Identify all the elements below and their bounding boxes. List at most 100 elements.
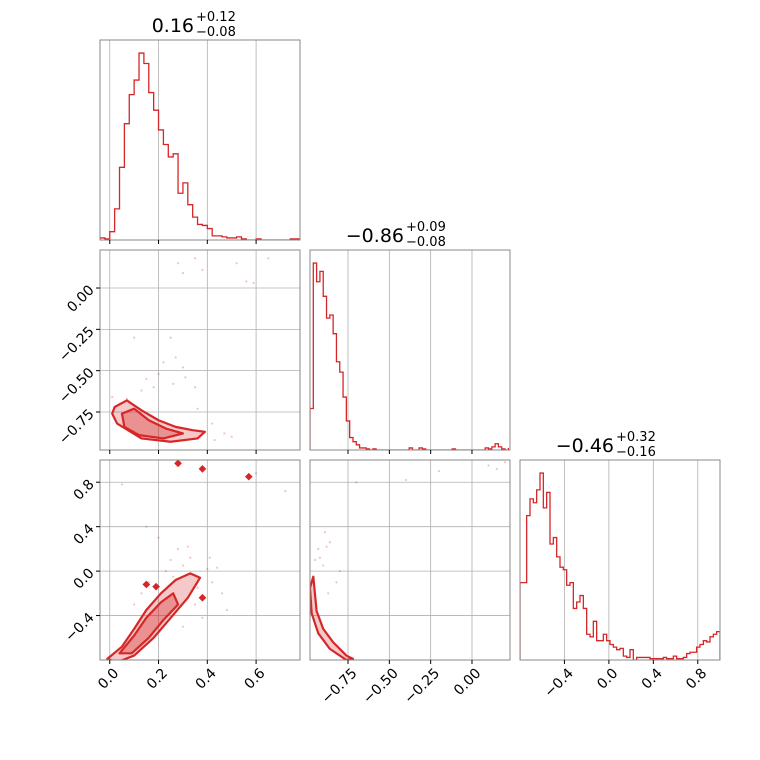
sample-point [181, 625, 185, 628]
contour-island [174, 460, 182, 468]
sample-point [196, 586, 199, 589]
sample-point [194, 257, 197, 260]
sample-point [322, 564, 325, 567]
axes-frame [99, 249, 301, 451]
histogram-title-0: 0.16 +0.12−0.08 [152, 10, 236, 40]
x-tick-label: −0.75 [319, 665, 361, 707]
sample-point [338, 570, 341, 573]
title-plus: +0.09 [406, 220, 446, 235]
x-tick-label: 0.4 [193, 665, 220, 692]
contour-island [244, 472, 253, 481]
sample-point [211, 422, 214, 425]
sample-point [140, 592, 143, 595]
axes-frame [309, 459, 511, 661]
panel-1-0 [100, 250, 300, 450]
x-tick-label: 0.0 [594, 665, 621, 692]
sample-point [169, 558, 172, 562]
sample-point [189, 556, 192, 559]
sample-point [220, 592, 224, 595]
title-median: −0.86 [346, 225, 404, 247]
sample-point [230, 435, 233, 438]
contour-island [198, 593, 207, 602]
sample-point [252, 281, 255, 285]
contour-island [142, 580, 151, 589]
y-tick-label: 0.4 [71, 521, 98, 548]
sample-point [174, 356, 177, 359]
sample-point [223, 432, 226, 435]
x-tick-label: −0.4 [542, 665, 577, 700]
sample-point [254, 472, 258, 475]
panel-2-1 [310, 460, 510, 660]
sample-point [208, 556, 211, 559]
sample-point [355, 481, 358, 484]
title-median: −0.46 [556, 435, 614, 457]
sample-point [162, 361, 165, 364]
panel-2-2 [520, 460, 720, 660]
sample-point [194, 603, 197, 606]
y-tick-label: 0.0 [71, 565, 98, 592]
x-tick-label: 0.00 [451, 665, 484, 698]
sample-point [194, 386, 197, 389]
y-tick-label: 0.8 [71, 477, 98, 504]
sample-point [213, 438, 216, 442]
y-tick-label: −0.4 [62, 610, 97, 645]
sample-point [495, 467, 498, 470]
histogram-param-1 [310, 262, 509, 450]
sample-point [317, 547, 320, 550]
title-plus: +0.12 [196, 10, 236, 25]
sample-point [172, 382, 175, 385]
axes-frame [99, 39, 301, 241]
title-minus: −0.16 [616, 445, 656, 460]
sample-point [437, 470, 441, 473]
axes-frame [519, 459, 721, 661]
sample-point [503, 461, 507, 464]
sample-point [133, 603, 136, 606]
density-contour [118, 592, 180, 655]
y-tick-label: −0.25 [56, 324, 98, 366]
x-tick-label: 0.4 [639, 665, 666, 692]
density-contour [310, 575, 355, 660]
sample-point [176, 262, 180, 265]
sample-point [186, 545, 189, 548]
title-minus: −0.08 [406, 235, 446, 250]
contour-island [152, 582, 160, 591]
sample-point [125, 397, 128, 400]
title-median: 0.16 [152, 15, 194, 37]
sample-point [152, 386, 155, 389]
sample-point [172, 575, 175, 578]
x-tick-label: 0.6 [241, 665, 268, 692]
sample-point [120, 483, 124, 486]
sample-point [196, 407, 199, 410]
sample-point [215, 566, 219, 569]
x-tick-label: −0.50 [360, 665, 402, 707]
histogram-param-0 [100, 52, 300, 240]
sample-point [184, 376, 187, 379]
sample-point [323, 531, 326, 534]
x-tick-label: 0.2 [144, 665, 171, 692]
sample-point [145, 377, 148, 381]
sample-point [169, 336, 172, 339]
sample-point [181, 564, 185, 567]
y-tick-label: −0.75 [56, 406, 98, 448]
sample-point [404, 478, 407, 482]
title-plus: +0.32 [616, 430, 656, 445]
y-tick-label: −0.50 [56, 365, 98, 407]
sample-point [164, 570, 167, 573]
sample-point [201, 268, 204, 271]
panel-0-0 [100, 40, 300, 240]
sample-point [235, 262, 238, 265]
sample-point [225, 608, 228, 612]
sample-point [335, 581, 338, 584]
sample-point [145, 525, 148, 528]
axes-frame [309, 249, 511, 451]
density-contour [120, 407, 185, 440]
x-tick-label: −0.25 [401, 665, 443, 707]
sample-point [328, 541, 331, 544]
sample-point [318, 556, 322, 559]
sample-point [206, 567, 209, 570]
sample-point [245, 280, 248, 283]
contour-island [198, 465, 207, 473]
sample-point [157, 536, 160, 539]
sample-point [176, 547, 180, 550]
